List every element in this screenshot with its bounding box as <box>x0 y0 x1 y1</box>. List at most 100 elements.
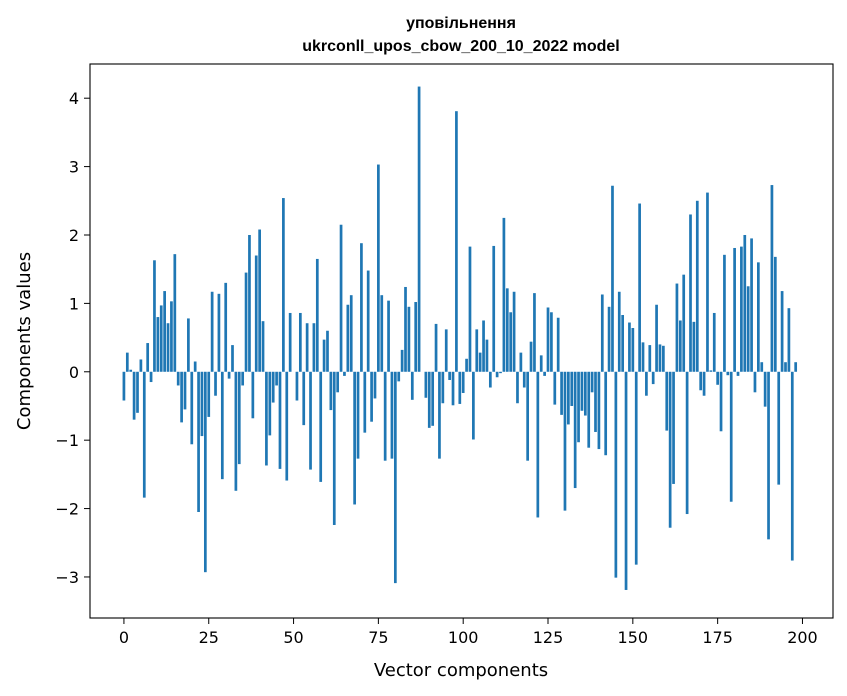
bar <box>407 306 411 372</box>
bar <box>220 371 224 480</box>
bar <box>166 323 170 372</box>
x-tick-label: 125 <box>533 628 564 647</box>
bar <box>668 371 672 528</box>
bar <box>794 362 798 372</box>
bar <box>183 371 187 410</box>
x-axis-label: Vector components <box>374 660 548 681</box>
bar <box>461 371 465 393</box>
bar <box>522 371 526 388</box>
bar <box>305 323 309 372</box>
bar <box>651 371 655 385</box>
bar <box>712 312 716 372</box>
bar <box>505 288 509 372</box>
bar <box>373 371 377 399</box>
bar <box>716 371 719 385</box>
bar <box>159 305 163 372</box>
bar <box>543 371 546 376</box>
bar <box>645 371 648 396</box>
bar <box>607 306 611 372</box>
bars-group <box>122 86 798 590</box>
bar <box>719 371 723 432</box>
bar <box>336 371 340 393</box>
bar <box>200 371 204 437</box>
bar <box>787 308 791 372</box>
bar <box>197 371 200 512</box>
bar <box>699 371 703 391</box>
bar <box>519 352 523 372</box>
bar <box>417 86 421 372</box>
bar <box>458 371 462 404</box>
x-tick-label: 25 <box>199 628 219 647</box>
bar <box>410 371 414 400</box>
bar <box>638 203 641 372</box>
bar <box>139 359 143 372</box>
bar <box>190 371 194 445</box>
x-tick-label: 200 <box>787 628 818 647</box>
bar <box>234 371 238 491</box>
chart-title-line1: уповільнення <box>406 15 516 32</box>
bar <box>217 293 221 372</box>
bar <box>733 247 736 372</box>
bar <box>621 315 625 372</box>
bar <box>414 302 418 372</box>
bar <box>231 345 234 372</box>
bar <box>397 371 401 382</box>
bar <box>282 198 285 372</box>
bar <box>210 291 214 372</box>
bar <box>560 371 563 415</box>
bar <box>203 371 207 573</box>
bar <box>173 254 177 372</box>
bar <box>285 371 289 481</box>
bar <box>227 371 231 379</box>
bar <box>695 200 699 372</box>
bar <box>132 371 136 420</box>
x-tick-label: 50 <box>283 628 303 647</box>
bar <box>553 371 557 405</box>
bar <box>149 371 153 383</box>
bar <box>662 345 665 372</box>
y-tick-label: 4 <box>69 89 79 108</box>
bar <box>746 286 750 372</box>
bar <box>750 238 753 372</box>
bar <box>740 246 743 372</box>
bar <box>125 352 129 372</box>
bar <box>176 371 180 386</box>
bar <box>214 371 217 396</box>
bar <box>142 371 146 498</box>
bar <box>546 307 550 372</box>
bar <box>702 371 706 396</box>
bar <box>611 185 614 372</box>
bar <box>475 329 479 372</box>
bar <box>360 243 363 372</box>
bar <box>180 371 183 423</box>
bar <box>265 371 268 466</box>
bar <box>573 371 577 489</box>
bar <box>322 339 326 372</box>
bar <box>580 371 584 411</box>
bar <box>495 371 499 378</box>
bar <box>550 312 553 372</box>
bar <box>129 369 133 372</box>
bar <box>760 362 764 372</box>
bar <box>383 371 387 461</box>
bar <box>583 371 587 416</box>
x-tick-label: 100 <box>448 628 479 647</box>
bar <box>753 371 757 393</box>
y-tick-label: −1 <box>55 431 79 450</box>
bar <box>400 349 404 372</box>
bar <box>468 246 472 372</box>
bar <box>594 371 597 432</box>
bar <box>648 345 652 372</box>
bar <box>590 371 594 393</box>
bar <box>499 371 502 374</box>
bar <box>516 371 519 404</box>
y-tick-label: 1 <box>69 294 79 313</box>
bar <box>370 371 373 422</box>
bar <box>404 286 407 372</box>
bar <box>302 371 306 426</box>
bar <box>597 371 601 450</box>
bar <box>278 371 282 469</box>
bar <box>641 342 645 372</box>
